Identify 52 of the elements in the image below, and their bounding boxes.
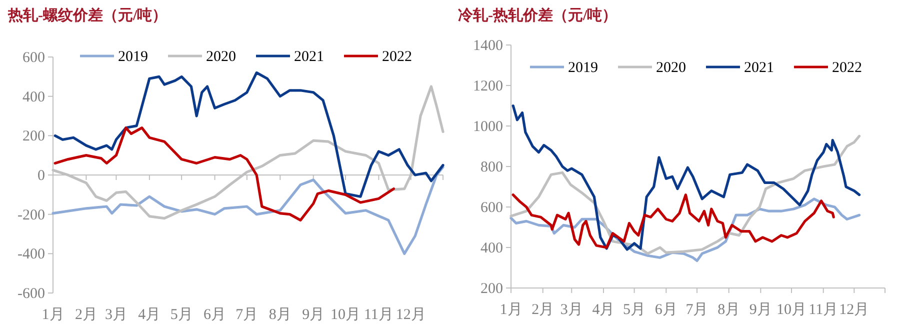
y-tick-label: -400	[18, 246, 45, 263]
legend-label: 2021	[744, 60, 774, 76]
line-series	[54, 126, 395, 222]
x-tick-label: 8月	[718, 302, 740, 318]
legend-label: 2019	[568, 60, 598, 76]
y-tick-label: 1400	[473, 38, 503, 54]
x-tick-label: 3月	[104, 307, 128, 323]
x-tick-label: 4月	[592, 302, 615, 318]
x-tick-label: 2月	[74, 307, 98, 323]
x-tick-label: 7月	[236, 307, 258, 323]
y-tick-label: 600	[480, 200, 503, 216]
y-tick-label: 200	[480, 281, 503, 297]
x-tick-label: 6月	[654, 302, 678, 318]
line-series	[512, 104, 861, 251]
legend-label: 2020	[656, 60, 686, 76]
x-tick-label: 8月	[268, 307, 292, 323]
x-tick-label: 2月	[532, 302, 554, 318]
x-tick-label: 11月	[364, 307, 394, 323]
line-series	[512, 194, 835, 249]
x-tick-label: 6月	[204, 307, 226, 323]
legend-label: 2019	[118, 49, 148, 65]
x-tick-label: 10月	[330, 307, 360, 323]
legend-label: 2022	[382, 49, 412, 65]
y-tick-label: 400	[480, 240, 503, 256]
line-series	[52, 166, 444, 255]
y-tick-label: 200	[22, 128, 45, 145]
x-tick-label: 1月	[42, 307, 64, 323]
x-tick-label: 5月	[623, 302, 646, 318]
legend-label: 2022	[832, 60, 862, 76]
x-tick-label: 12月	[839, 302, 870, 318]
x-tick-label: 4月	[138, 307, 161, 323]
x-tick-label: 9月	[302, 307, 325, 323]
legend-label: 2020	[206, 49, 236, 65]
x-tick-label: 10月	[776, 302, 806, 318]
x-tick-label: 1月	[500, 302, 522, 318]
y-tick-label: 600	[22, 50, 45, 66]
y-tick-label: 400	[22, 89, 45, 106]
x-tick-label: 12月	[396, 307, 426, 323]
y-tick-label: -600	[18, 286, 45, 302]
x-tick-label: 9月	[749, 302, 772, 318]
x-tick-label: 5月	[170, 307, 193, 323]
legend-label: 2021	[294, 49, 324, 65]
chart-title: 热轧-螺纹价差（元/吨）	[7, 7, 168, 24]
y-tick-label: 1200	[473, 78, 503, 94]
y-tick-label: 0	[38, 168, 45, 184]
y-tick-label: 1000	[473, 119, 503, 135]
y-tick-label: 800	[480, 160, 503, 176]
x-tick-label: 11月	[808, 302, 838, 318]
x-tick-label: 3月	[560, 302, 583, 318]
y-tick-label: -200	[18, 207, 45, 224]
chart-title: 冷轧-热轧价差（元/吨）	[458, 7, 618, 24]
x-tick-label: 7月	[686, 302, 708, 318]
